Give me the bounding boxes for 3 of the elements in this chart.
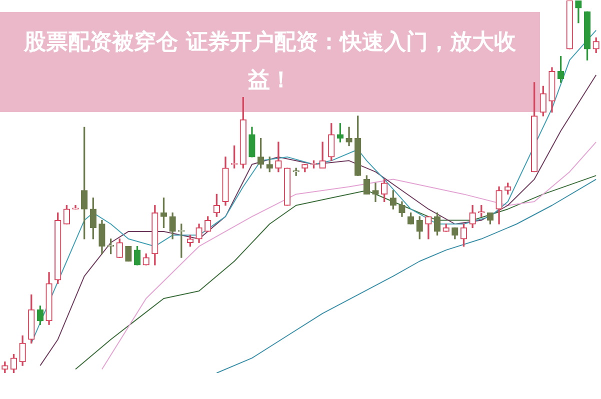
candlestick bbox=[346, 126, 352, 146]
title-banner: 股票配资被穿仓 证券开户配资：快速入门，放大收益！ bbox=[0, 12, 540, 112]
candlestick bbox=[372, 182, 379, 202]
